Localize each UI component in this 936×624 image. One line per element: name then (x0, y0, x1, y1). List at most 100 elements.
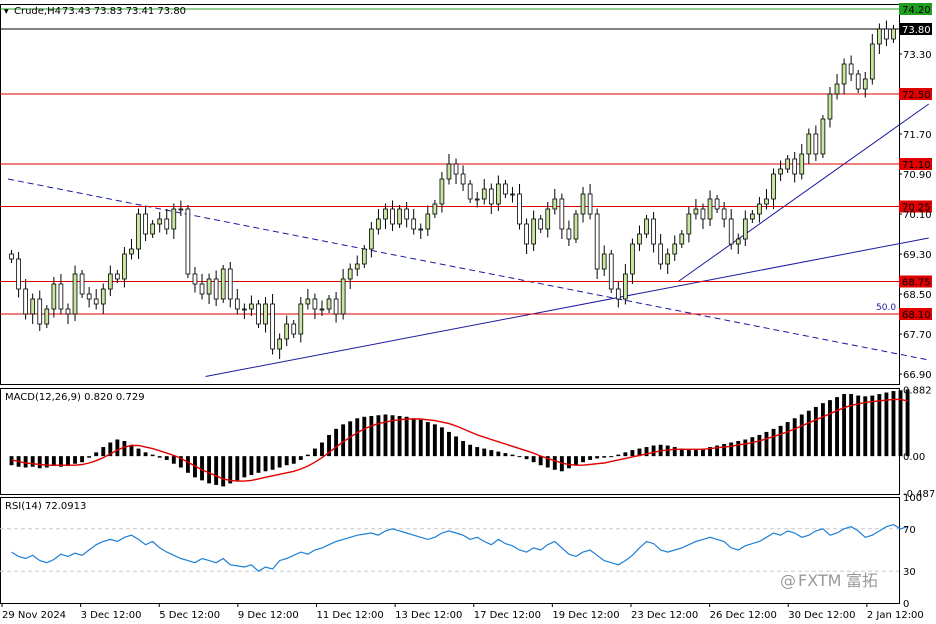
candle-body (319, 308, 325, 311)
macd-bar (806, 410, 811, 457)
candle (601, 245, 607, 276)
candle (213, 270, 219, 306)
macd-bar (588, 456, 593, 460)
rsi-line (11, 523, 908, 572)
candle (714, 195, 720, 213)
candle-body (700, 208, 706, 220)
candle-body (93, 298, 99, 305)
macd-bar (496, 451, 501, 457)
macd-bar (574, 456, 578, 466)
macd-bar (355, 418, 360, 457)
macd-bar (164, 456, 169, 460)
macd-bar (616, 454, 621, 457)
candle (397, 205, 402, 228)
macd-bar (820, 403, 825, 457)
candle-body (679, 233, 685, 245)
candle-body (122, 253, 127, 280)
candle (164, 209, 170, 235)
candle (841, 58, 847, 94)
candle (510, 187, 515, 203)
candle-body (891, 28, 896, 40)
macd-bar (771, 428, 776, 457)
time-tick-label: 13 Dec 12:00 (395, 610, 462, 621)
candle-body (354, 263, 360, 270)
candle-body (171, 208, 177, 230)
price-tick-label: 71.70 (903, 130, 932, 141)
candle (277, 333, 282, 359)
candle (848, 55, 854, 81)
level-tag-70.25 (899, 200, 932, 213)
candle (242, 303, 247, 319)
candle-body (178, 208, 184, 211)
macd-bar (277, 456, 282, 468)
candle (249, 295, 254, 316)
macd-bar (178, 456, 183, 468)
candle-body (418, 228, 424, 231)
candle (206, 273, 212, 304)
watermark-at: @ (780, 571, 796, 590)
macd-bar (778, 425, 783, 457)
macd-bar (73, 456, 77, 464)
candle-body (277, 338, 282, 350)
candle-body (778, 168, 783, 175)
macd-bar (411, 418, 416, 457)
candle-body (524, 223, 529, 245)
macd-bar (101, 447, 106, 457)
candle-body (587, 193, 593, 215)
candle-body (510, 193, 515, 196)
candle-body (185, 208, 191, 275)
candle (192, 267, 198, 293)
macd-bar (750, 437, 755, 457)
macd-bar (284, 456, 289, 466)
macd-bar (651, 445, 656, 457)
candle-body (559, 198, 565, 230)
candle-body (488, 188, 494, 205)
candle-body (834, 83, 840, 95)
time-tick-label: 2 Jan 12:00 (867, 610, 924, 621)
price-tick-label: 67.70 (903, 330, 932, 341)
rsi-tick-label: 70 (903, 525, 916, 536)
level-tag-72.50 (899, 88, 932, 100)
candle (566, 220, 572, 246)
candle-body (531, 218, 536, 245)
ohlc-header: 73.43 73.83 73.41 73.80 (62, 6, 186, 17)
candle (143, 205, 148, 241)
macd-bar (348, 421, 353, 457)
candle (115, 270, 120, 283)
rsi-tick-label: 100 (903, 493, 922, 504)
macd-bar (228, 456, 233, 484)
candle-body (799, 153, 805, 175)
macd-bar (693, 450, 698, 457)
candle (51, 277, 57, 318)
candle (72, 265, 78, 321)
candle-body (594, 213, 600, 270)
candle-body (220, 268, 226, 300)
macd-bar (9, 456, 14, 466)
candle (284, 315, 290, 346)
price-header: ▾ Crude,H4 73.43 73.83 73.41 73.80 (4, 6, 186, 17)
candle-body (792, 158, 798, 175)
candle-body (453, 163, 459, 175)
candle-body (432, 203, 438, 215)
candle (376, 209, 381, 235)
header-arrow-icon[interactable]: ▾ (4, 7, 9, 17)
macd-bar (129, 444, 134, 457)
macd-pane: 0.882 0.00 -0.487 (0, 385, 935, 500)
candle (312, 293, 318, 319)
macd-bar (524, 456, 529, 460)
candle-body (439, 178, 445, 205)
candle-body (820, 118, 826, 155)
macd-bar (23, 456, 28, 468)
trend-line-2 (677, 103, 930, 282)
candle-body (213, 278, 219, 300)
candle (44, 305, 50, 328)
candle-body (467, 183, 473, 200)
symbol-header: Crude,H4 (14, 6, 61, 17)
macd-bar (305, 454, 310, 457)
candle (524, 218, 529, 254)
candle-body (312, 298, 318, 310)
macd-bar (828, 400, 832, 457)
macd-bar (418, 419, 423, 457)
candle-body (404, 208, 409, 220)
